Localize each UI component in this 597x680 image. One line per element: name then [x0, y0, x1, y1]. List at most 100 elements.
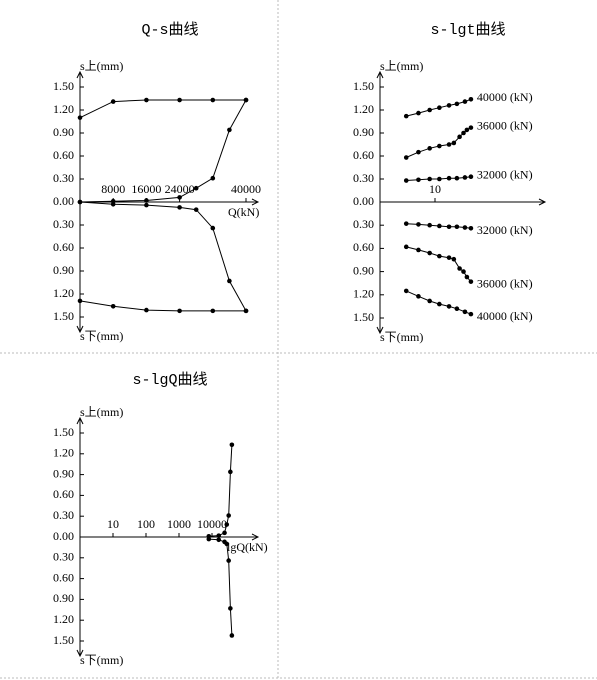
data-point [77, 298, 83, 304]
data-point [464, 127, 470, 133]
chart-title: Q-s曲线 [141, 21, 198, 39]
data-point [177, 97, 182, 103]
data-point [110, 303, 116, 309]
y-axis-label: s上(mm) [380, 59, 423, 73]
y-tick-label: 1.50 [53, 309, 74, 323]
data-point [437, 105, 442, 110]
data-point [468, 96, 474, 102]
data-point [427, 298, 432, 304]
data-point [228, 469, 233, 475]
series-line [79, 99, 246, 119]
y-tick-label: 0.90 [53, 466, 74, 480]
data-point [461, 269, 466, 274]
data-point [446, 255, 452, 260]
data-point [177, 308, 182, 314]
data-point [416, 149, 421, 155]
data-point [462, 225, 468, 230]
data-point [416, 247, 421, 253]
y-tick-label: 0.30 [53, 550, 74, 564]
series-line [79, 300, 246, 312]
series-line [406, 127, 472, 158]
data-point [110, 202, 116, 207]
x-tick-label: 24000 [165, 182, 195, 196]
y-tick-label: 0.30 [53, 508, 74, 522]
x-tick-label: 10000 [197, 517, 227, 531]
data-point [437, 253, 442, 259]
data-point [227, 278, 232, 284]
data-point [427, 222, 432, 228]
data-point [468, 125, 474, 130]
series-label: 32000 (kN) [477, 223, 533, 237]
series-label: 40000 (kN) [477, 90, 533, 104]
x-tick-label: 40000 [231, 182, 261, 196]
y-axis-arrow [376, 326, 384, 335]
data-point [416, 294, 421, 299]
data-point [427, 250, 432, 256]
y-tick-label: 1.50 [353, 310, 374, 324]
y-tick-label: 0.00 [353, 194, 374, 208]
data-point [243, 308, 249, 314]
chart-title: s-lgQ曲线 [132, 371, 207, 389]
data-point [193, 185, 199, 191]
data-point [229, 442, 235, 448]
y-tick-label: 0.60 [353, 148, 374, 162]
data-point [110, 99, 116, 104]
series-line [79, 99, 247, 203]
chart-title: s-lgt曲线 [430, 21, 505, 39]
data-point [454, 175, 460, 181]
y-tick-label: 0.60 [53, 148, 74, 162]
y-axis-arrow [76, 325, 84, 334]
y-tick-label: 0.90 [53, 591, 74, 605]
series-label: 32000 (kN) [477, 167, 533, 181]
data-point [451, 256, 457, 262]
series-label: 36000 (kN) [477, 276, 533, 290]
data-point [416, 110, 421, 116]
data-point [427, 176, 432, 182]
y-tick-label: 0.30 [53, 217, 74, 231]
x-axis-label: lgQ(kN) [227, 540, 268, 554]
data-point [210, 225, 216, 231]
data-point [144, 198, 149, 203]
data-point [416, 177, 421, 183]
y-axis-label: s上(mm) [80, 405, 123, 419]
y-tick-label: 1.20 [353, 287, 374, 301]
data-point [403, 288, 409, 294]
data-point [210, 97, 216, 103]
data-point [462, 99, 468, 104]
data-point [427, 146, 432, 151]
data-point [427, 107, 432, 113]
y-axis-label: s下(mm) [80, 653, 123, 667]
data-point [216, 533, 222, 538]
y-tick-label: 1.20 [53, 612, 74, 626]
y-tick-label: 1.20 [53, 286, 74, 300]
data-point [446, 142, 452, 147]
y-tick-label: 0.30 [353, 217, 374, 231]
x-axis-arrow [251, 198, 260, 206]
data-point [403, 155, 409, 160]
data-point [451, 140, 457, 146]
data-point [437, 301, 442, 307]
y-tick-label: 1.20 [53, 102, 74, 116]
data-point [446, 224, 452, 230]
data-point [210, 308, 216, 314]
x-tick-label: 100 [137, 517, 155, 531]
data-point [403, 244, 409, 250]
data-point [403, 178, 409, 183]
data-point [454, 101, 460, 107]
y-tick-label: 0.00 [53, 194, 74, 208]
x-tick-label: 16000 [131, 182, 161, 196]
data-point [468, 311, 474, 317]
data-point [446, 304, 452, 309]
data-point [144, 307, 149, 313]
data-point [468, 225, 474, 231]
data-point [403, 113, 409, 119]
data-point [226, 513, 231, 518]
data-point [77, 199, 83, 205]
y-axis-label: s下(mm) [80, 329, 123, 343]
y-tick-label: 1.50 [53, 79, 74, 93]
data-point [457, 134, 462, 140]
y-tick-label: 0.90 [53, 263, 74, 277]
data-point [446, 103, 452, 108]
y-tick-label: 1.50 [53, 425, 74, 439]
